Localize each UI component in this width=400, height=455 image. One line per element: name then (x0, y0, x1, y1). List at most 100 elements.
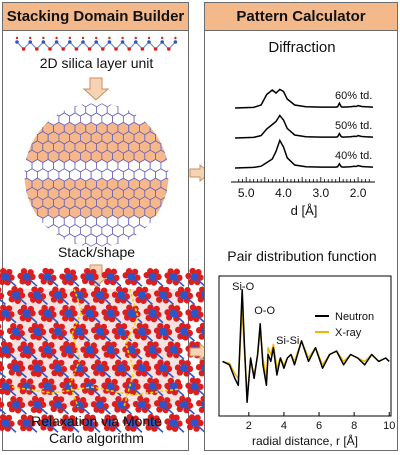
oxygen-atom (182, 334, 189, 341)
si-bond (46, 312, 59, 324)
oxygen-atom (71, 383, 78, 390)
oxygen-atom (80, 418, 87, 426)
oxygen-atom (155, 347, 162, 354)
oxygen-atom (186, 365, 194, 373)
oxygen-atom (92, 310, 99, 318)
honeycomb-cell (160, 196, 169, 210)
oxygen-atom (179, 395, 186, 403)
oxygen-atom (42, 340, 49, 348)
oxygen-atom (0, 287, 2, 293)
chain-atom (120, 40, 125, 44)
oxygen-atom (63, 377, 70, 384)
si-bond (88, 276, 101, 287)
chain-atom (160, 40, 164, 44)
oxygen-atom (111, 327, 119, 335)
si-bond (36, 404, 49, 415)
pdf-legend-label: X-ray (335, 327, 362, 339)
pdf-peak-annotation: O-O (254, 305, 275, 317)
si-bond (78, 330, 91, 342)
oxygen-atom (84, 414, 91, 421)
chain-atom (81, 36, 85, 40)
si-bond (172, 422, 185, 433)
oxygen-atom (164, 382, 171, 390)
oxygen-atom (197, 274, 204, 281)
si-bond (151, 276, 164, 287)
oxygen-atom (134, 274, 141, 281)
oxygen-atom (24, 279, 32, 286)
si-bond (109, 276, 122, 287)
si-bond (36, 367, 49, 379)
honeycomb-cell (149, 214, 162, 229)
oxygen-atom (28, 326, 35, 334)
oxygen-atom (31, 322, 39, 330)
si-bond (4, 349, 17, 360)
si-bond (88, 385, 101, 397)
oxygen-atom (174, 400, 182, 407)
oxygen-atom (39, 365, 47, 373)
oxygen-atom (111, 400, 119, 408)
oxygen-atom (92, 347, 99, 355)
chain-atom (55, 36, 58, 40)
pdf-x-tick-label: 8 (351, 420, 357, 432)
oxygen-atom (63, 267, 71, 275)
oxygen-atom (39, 328, 47, 336)
si-bond (130, 349, 143, 360)
oxygen-atom (7, 363, 14, 370)
chain-atom (21, 47, 26, 51)
oxygen-atom (87, 388, 95, 396)
oxygen-atom (6, 401, 14, 408)
si-bond (193, 385, 206, 397)
oxygen-atom (143, 345, 150, 352)
diffraction-series-label: 50% td. (335, 120, 372, 132)
oxygen-atom (35, 334, 42, 341)
oxygen-atom (31, 359, 39, 366)
si-bond (109, 312, 122, 324)
oxygen-atom (185, 272, 192, 280)
oxygen-atom (8, 347, 15, 354)
si-bond (120, 330, 133, 342)
oxygen-atom (25, 315, 32, 323)
oxygen-atom (129, 315, 137, 323)
oxygen-atom (134, 420, 141, 428)
oxygen-atom (105, 341, 112, 348)
chain-atom (134, 40, 138, 44)
oxygen-atom (189, 304, 197, 311)
oxygen-atom (90, 290, 98, 298)
si-bond (25, 312, 38, 324)
si-bond (109, 349, 122, 360)
chain-atom (35, 47, 39, 51)
oxygen-atom (189, 267, 196, 275)
oxygen-atom (126, 304, 133, 311)
oxygen-atom (42, 377, 49, 385)
oxygen-atom (27, 400, 35, 407)
oxygen-atom (153, 327, 161, 334)
oxygen-atom (0, 396, 2, 402)
oxygen-atom (164, 418, 171, 425)
oxygen-atom (11, 359, 18, 366)
diffraction-series-line (234, 138, 374, 169)
oxygen-atom (102, 292, 110, 300)
oxygen-atom (185, 382, 192, 389)
chain-atom (15, 40, 19, 44)
si-bond (57, 294, 70, 306)
chain-atom (140, 47, 145, 51)
oxygen-atom (164, 346, 171, 353)
si-bond (78, 404, 91, 415)
chain-atom (108, 36, 111, 40)
oxygen-atom (134, 383, 141, 390)
oxygen-atom (0, 340, 8, 348)
oxygen-atom (38, 346, 45, 353)
oxygen-atom (27, 291, 35, 299)
si-bond (151, 422, 164, 433)
oxygen-atom (189, 377, 197, 384)
relaxation-label-line1: Relaxation via Monte (31, 413, 162, 429)
oxygen-atom (186, 402, 194, 409)
si-bond (46, 385, 59, 397)
si-bond (130, 385, 143, 397)
domain-boundary (11, 386, 181, 396)
si-bond (67, 312, 80, 324)
oxygen-atom (122, 418, 129, 425)
oxygen-atom (69, 291, 77, 298)
oxygen-atom (155, 383, 162, 390)
oxygen-atom (0, 401, 5, 408)
